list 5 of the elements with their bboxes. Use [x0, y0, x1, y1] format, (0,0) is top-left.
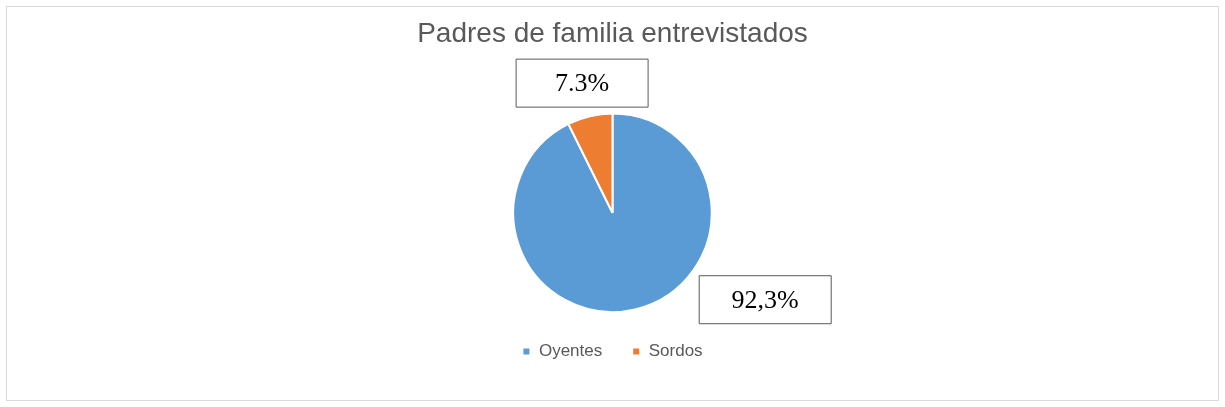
chart-title: Padres de familia entrevistados [417, 16, 808, 48]
data-label: 7.3% [555, 67, 610, 97]
legend-label: Oyentes [538, 341, 603, 361]
data-label: 92,3% [731, 284, 799, 314]
legend-label: Sordos [648, 341, 703, 361]
